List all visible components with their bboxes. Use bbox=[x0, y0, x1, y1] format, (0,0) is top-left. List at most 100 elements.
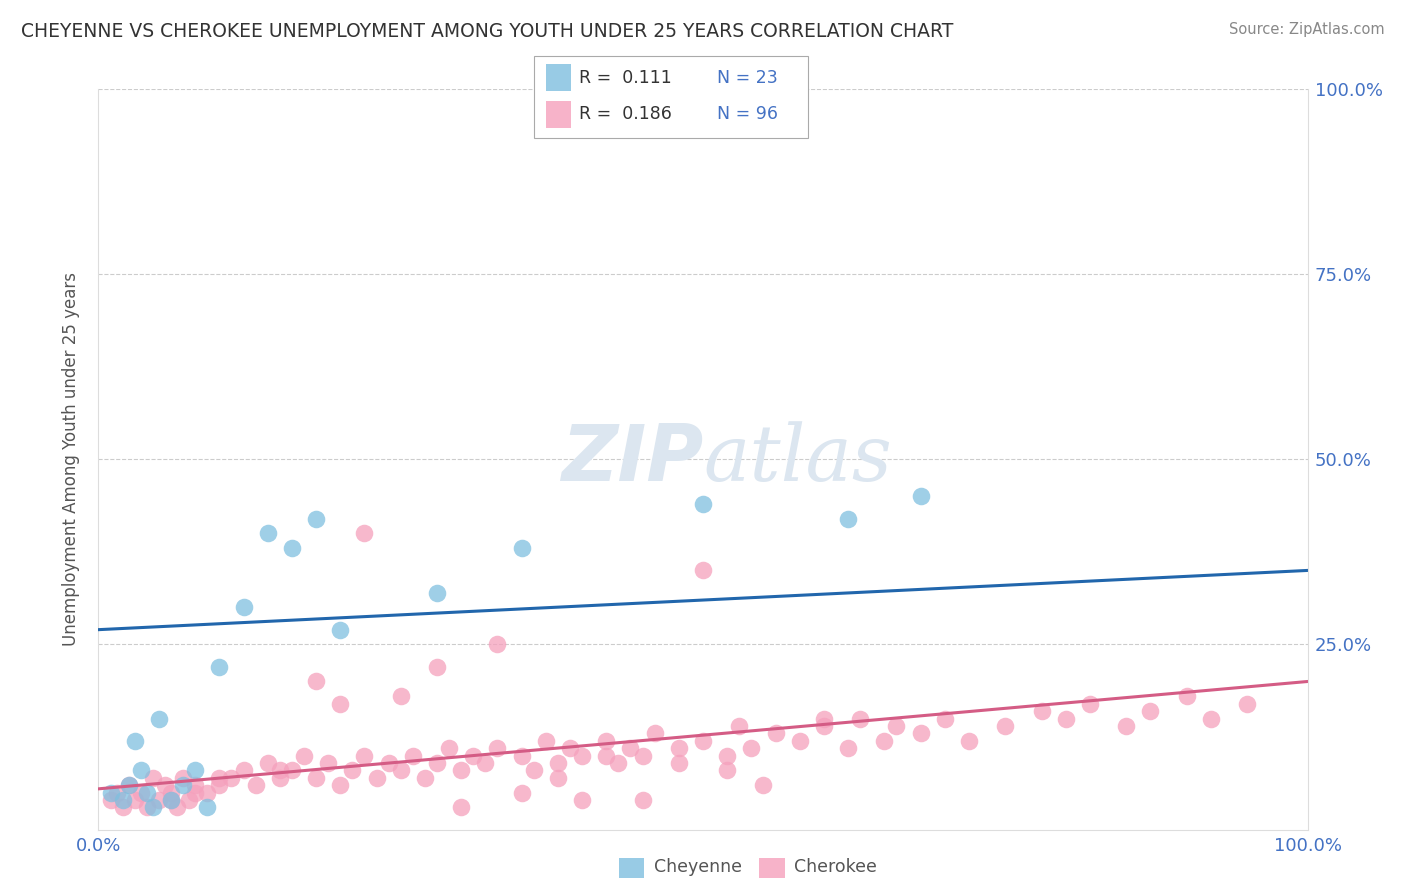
Point bbox=[728, 719, 751, 733]
Point bbox=[910, 489, 932, 503]
Point bbox=[668, 741, 690, 756]
Point bbox=[426, 659, 449, 673]
Point bbox=[184, 778, 207, 792]
Text: Cherokee: Cherokee bbox=[794, 858, 877, 876]
Point bbox=[619, 741, 641, 756]
Point bbox=[994, 719, 1017, 733]
Point bbox=[329, 778, 352, 792]
Point bbox=[1199, 712, 1222, 726]
Point bbox=[129, 786, 152, 800]
Point bbox=[957, 733, 980, 747]
Point bbox=[111, 793, 134, 807]
Point bbox=[269, 764, 291, 778]
Point bbox=[245, 778, 267, 792]
Point bbox=[142, 771, 165, 785]
Point bbox=[377, 756, 399, 770]
Point bbox=[184, 764, 207, 778]
Point bbox=[886, 719, 908, 733]
Point bbox=[1139, 704, 1161, 718]
Point bbox=[329, 623, 352, 637]
Point bbox=[934, 712, 956, 726]
Point bbox=[179, 793, 201, 807]
Point bbox=[269, 771, 291, 785]
Point bbox=[752, 778, 775, 792]
Point bbox=[160, 793, 183, 807]
Point bbox=[607, 756, 630, 770]
Point bbox=[426, 585, 449, 599]
Point bbox=[135, 786, 157, 800]
Point bbox=[558, 741, 581, 756]
Point bbox=[124, 733, 146, 747]
Point bbox=[813, 719, 835, 733]
Point bbox=[813, 712, 835, 726]
Point bbox=[118, 778, 141, 792]
Point bbox=[1078, 697, 1101, 711]
Point bbox=[135, 800, 157, 814]
Point bbox=[474, 756, 496, 770]
Point bbox=[849, 712, 872, 726]
Point bbox=[292, 748, 315, 763]
Point bbox=[1236, 697, 1258, 711]
Point bbox=[148, 793, 170, 807]
Point bbox=[232, 600, 254, 615]
Point bbox=[402, 748, 425, 763]
Point bbox=[486, 741, 509, 756]
Point bbox=[910, 726, 932, 740]
Point bbox=[389, 764, 412, 778]
Point bbox=[450, 800, 472, 814]
Point bbox=[111, 800, 134, 814]
Text: R =  0.111: R = 0.111 bbox=[579, 69, 672, 87]
Text: Cheyenne: Cheyenne bbox=[654, 858, 742, 876]
Point bbox=[166, 800, 188, 814]
Point bbox=[837, 741, 859, 756]
Point bbox=[692, 733, 714, 747]
Point bbox=[281, 764, 304, 778]
Point bbox=[142, 800, 165, 814]
Point bbox=[353, 748, 375, 763]
Point bbox=[765, 726, 787, 740]
Point bbox=[1054, 712, 1077, 726]
Point bbox=[329, 697, 352, 711]
Point bbox=[523, 764, 546, 778]
Point bbox=[571, 748, 593, 763]
Point bbox=[510, 748, 533, 763]
Point bbox=[281, 541, 304, 556]
Text: CHEYENNE VS CHEROKEE UNEMPLOYMENT AMONG YOUTH UNDER 25 YEARS CORRELATION CHART: CHEYENNE VS CHEROKEE UNEMPLOYMENT AMONG … bbox=[21, 22, 953, 41]
Point bbox=[160, 786, 183, 800]
Text: Source: ZipAtlas.com: Source: ZipAtlas.com bbox=[1229, 22, 1385, 37]
Point bbox=[1115, 719, 1137, 733]
Point bbox=[208, 771, 231, 785]
Point bbox=[547, 771, 569, 785]
Point bbox=[195, 786, 218, 800]
Point bbox=[644, 726, 666, 740]
Point bbox=[221, 771, 243, 785]
Point bbox=[547, 756, 569, 770]
Point bbox=[631, 793, 654, 807]
Point bbox=[571, 793, 593, 807]
Point bbox=[692, 564, 714, 578]
Point bbox=[208, 659, 231, 673]
Point bbox=[450, 764, 472, 778]
Point bbox=[316, 756, 339, 770]
Point bbox=[118, 778, 141, 792]
Point bbox=[437, 741, 460, 756]
Point bbox=[195, 800, 218, 814]
Point bbox=[305, 771, 328, 785]
Point bbox=[486, 637, 509, 651]
Point bbox=[595, 748, 617, 763]
Point bbox=[256, 526, 278, 541]
Point bbox=[208, 778, 231, 792]
Point bbox=[172, 771, 194, 785]
Point bbox=[534, 733, 557, 747]
Point bbox=[305, 511, 328, 525]
Point bbox=[463, 748, 485, 763]
Y-axis label: Unemployment Among Youth under 25 years: Unemployment Among Youth under 25 years bbox=[62, 272, 80, 647]
Point bbox=[716, 748, 738, 763]
Point bbox=[100, 793, 122, 807]
Point bbox=[1031, 704, 1053, 718]
Point bbox=[172, 778, 194, 792]
Point bbox=[389, 690, 412, 704]
Point bbox=[184, 786, 207, 800]
Point bbox=[129, 764, 152, 778]
Point bbox=[668, 756, 690, 770]
